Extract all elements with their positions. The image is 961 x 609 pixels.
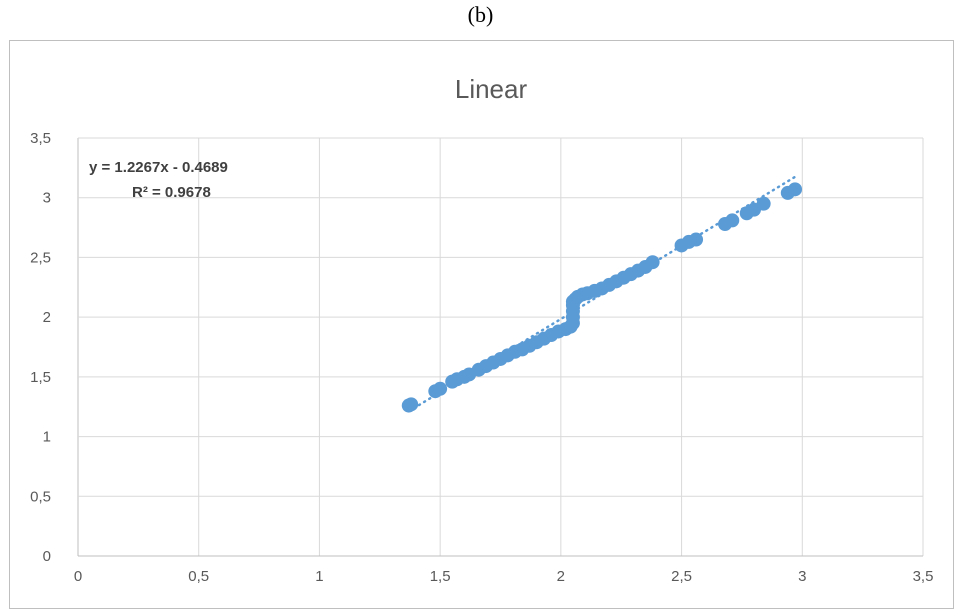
data-point bbox=[725, 213, 740, 228]
y-tick-label: 2,5 bbox=[30, 249, 51, 266]
y-tick-label: 0,5 bbox=[30, 488, 51, 505]
x-tick-label: 2,5 bbox=[671, 568, 692, 585]
data-point bbox=[645, 255, 660, 270]
trendline-r-squared: R² = 0.9678 bbox=[132, 184, 211, 201]
figure-caption: (b) bbox=[467, 2, 494, 27]
data-point bbox=[404, 397, 419, 412]
y-tick-label: 1,5 bbox=[30, 369, 51, 386]
x-tick-label: 3 bbox=[798, 568, 806, 585]
data-point bbox=[788, 182, 803, 197]
chart-frame bbox=[9, 40, 954, 609]
tick-labels: 0 0,5 1 1,5 2 2,5 3 3,5 0 0,5 1 1,5 2 2,5 3 3,5 bbox=[30, 130, 933, 585]
x-tick-label: 1 bbox=[315, 568, 323, 585]
trendline-equation: y = 1.2267x - 0.4689 bbox=[89, 159, 228, 176]
y-tick-label: 3,5 bbox=[30, 130, 51, 147]
x-tick-label: 1,5 bbox=[430, 568, 451, 585]
data-point bbox=[756, 196, 771, 211]
x-tick-label: 2 bbox=[557, 568, 565, 585]
x-tick-label: 0,5 bbox=[188, 568, 209, 585]
chart-title: Linear bbox=[455, 74, 528, 104]
x-tick-label: 3,5 bbox=[913, 568, 934, 585]
y-tick-label: 1 bbox=[43, 429, 51, 446]
gridlines bbox=[77, 137, 924, 557]
data-point bbox=[689, 232, 704, 247]
y-tick-label: 2 bbox=[43, 309, 51, 326]
y-tick-label: 3 bbox=[43, 190, 51, 207]
y-tick-label: 0 bbox=[43, 548, 51, 565]
data-point bbox=[433, 381, 448, 396]
data-points bbox=[401, 182, 803, 413]
x-tick-label: 0 bbox=[74, 568, 82, 585]
